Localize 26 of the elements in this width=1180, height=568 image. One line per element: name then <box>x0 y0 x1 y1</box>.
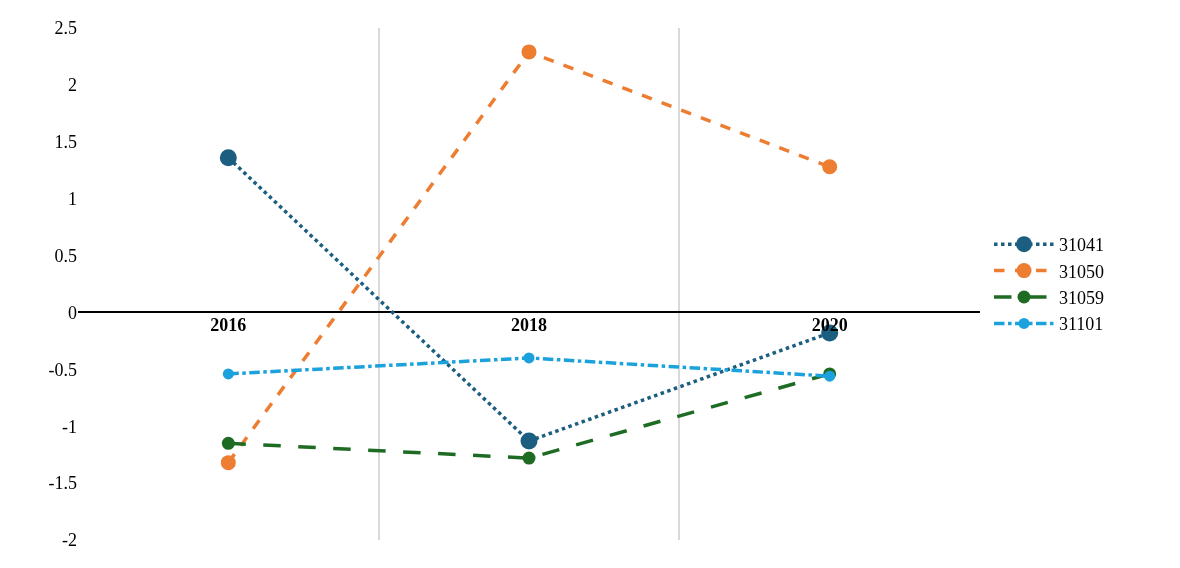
legend-label: 31041 <box>1059 235 1105 256</box>
point <box>221 436 235 450</box>
y-tick-label: 0.5 <box>54 245 77 266</box>
point <box>822 159 838 175</box>
y-tick-label: 1.5 <box>54 132 77 153</box>
point <box>521 44 537 60</box>
point <box>522 451 536 465</box>
point <box>520 432 538 450</box>
legend-label: 31059 <box>1059 288 1105 309</box>
y-tick-label: -0.5 <box>48 359 77 380</box>
point <box>219 149 237 167</box>
x-tick-label: 2018 <box>511 315 547 336</box>
y-tick-label: -1.5 <box>48 473 77 494</box>
y-tick-label: 1 <box>68 188 77 209</box>
legend-label: 31050 <box>1059 261 1105 282</box>
legend-label: 31101 <box>1059 314 1104 335</box>
x-tick-label: 2016 <box>210 315 247 336</box>
point <box>222 368 234 380</box>
point <box>523 352 535 364</box>
x-tick-label: 2020 <box>811 315 848 336</box>
y-tick-label: 2.5 <box>54 18 77 39</box>
y-tick-label: 0 <box>68 302 77 323</box>
y-tick-label: 2 <box>68 75 77 96</box>
y-tick-label: -2 <box>62 530 77 551</box>
point <box>220 455 236 471</box>
y-tick-label: -1 <box>62 416 77 437</box>
